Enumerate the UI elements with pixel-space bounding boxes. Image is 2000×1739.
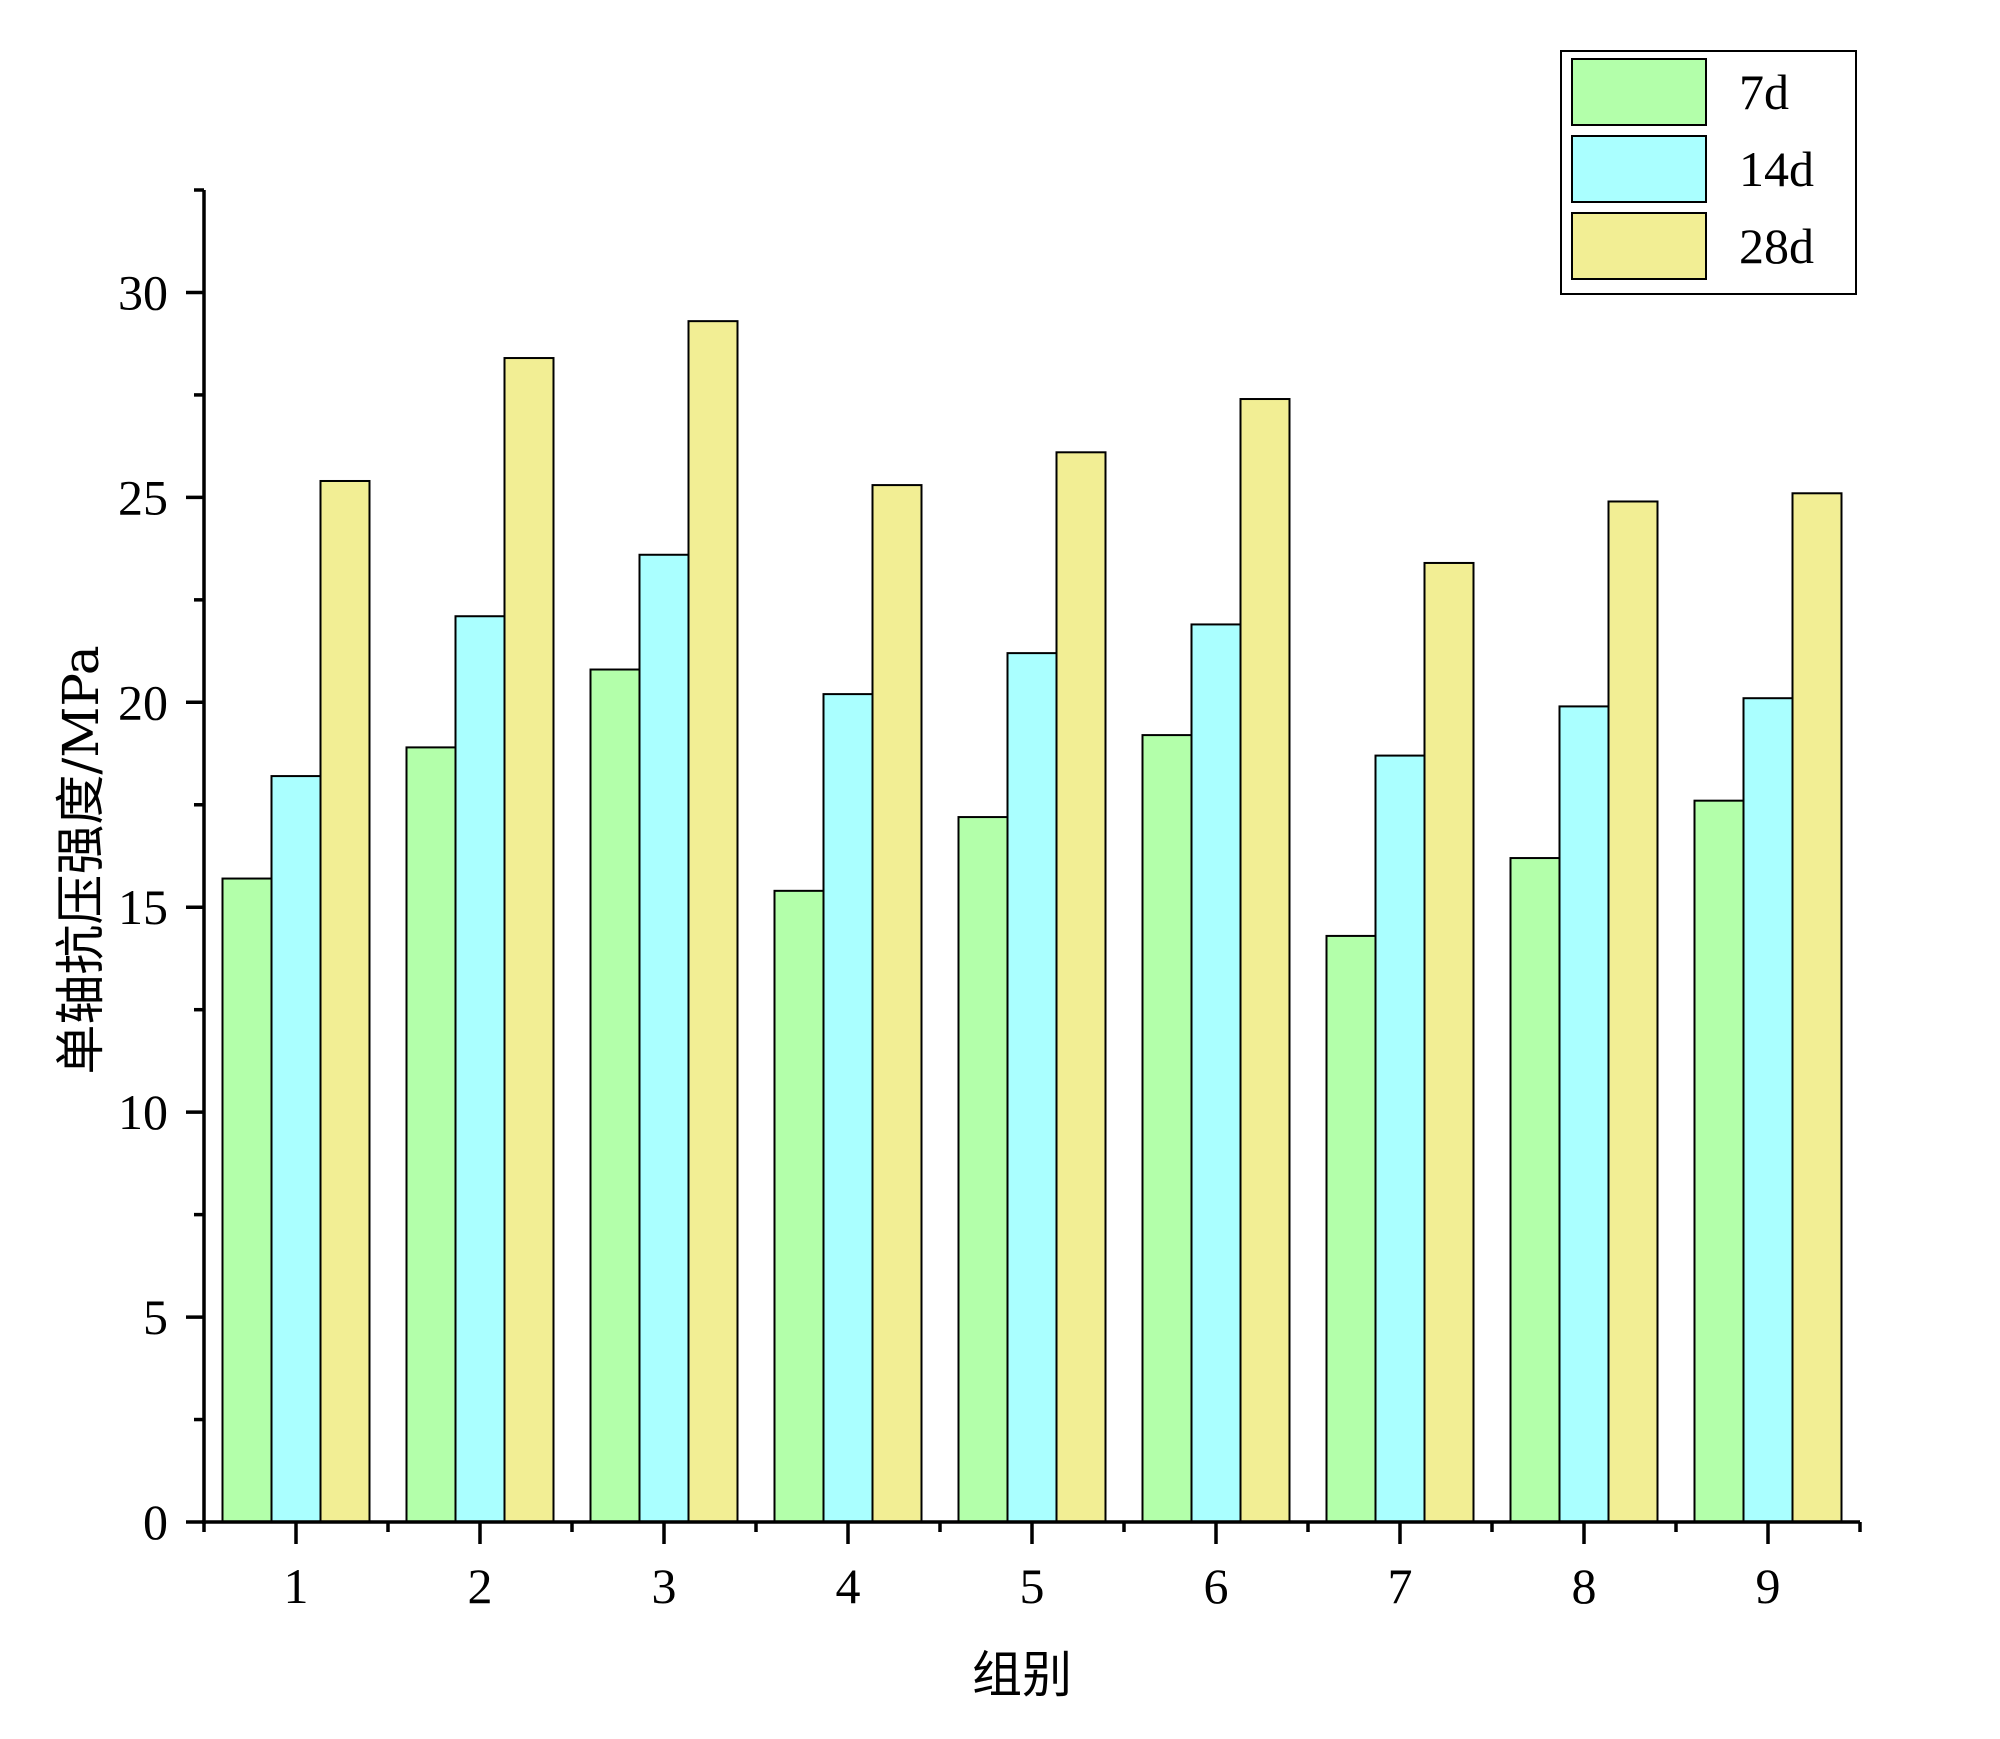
x-tick-label: 7	[1388, 1558, 1413, 1614]
x-tick-label: 4	[836, 1558, 861, 1614]
bar-7d-group-5	[957, 816, 1009, 1523]
y-tick-label: 15	[118, 879, 168, 935]
bar-7d-group-4	[773, 889, 825, 1523]
bar-14d-group-4	[822, 693, 874, 1523]
y-tick-label: 5	[143, 1289, 168, 1345]
legend-swatch-14d	[1571, 135, 1707, 203]
bar-14d-group-3	[638, 553, 690, 1523]
x-tick-label: 1	[284, 1558, 309, 1614]
bar-28d-group-8	[1607, 500, 1659, 1523]
bar-7d-group-8	[1509, 857, 1561, 1523]
legend: 7d 14d 28d	[1560, 50, 1857, 295]
x-tick-label: 8	[1572, 1558, 1597, 1614]
bars-layer	[221, 320, 1843, 1524]
bar-7d-group-6	[1141, 734, 1193, 1523]
bar-14d-group-8	[1558, 705, 1610, 1523]
bar-7d-group-1	[221, 877, 273, 1523]
y-tick-label: 30	[118, 264, 168, 320]
legend-swatch-7d	[1571, 58, 1707, 126]
y-axis-title: 单轴抗压强度/MPa	[52, 645, 110, 1074]
y-tick-label: 10	[118, 1084, 168, 1140]
bar-14d-group-2	[454, 615, 506, 1523]
bar-14d-group-9	[1742, 697, 1794, 1523]
x-tick-label: 3	[652, 1558, 677, 1614]
bar-7d-group-3	[589, 668, 641, 1523]
bar-14d-group-1	[270, 775, 322, 1523]
bar-28d-group-5	[1055, 451, 1107, 1524]
bar-28d-group-7	[1423, 561, 1475, 1523]
legend-label-7d: 7d	[1739, 64, 1789, 120]
bar-28d-group-4	[871, 484, 923, 1523]
y-tick-label: 20	[118, 674, 168, 730]
x-tick-label: 2	[468, 1558, 493, 1614]
bar-14d-group-7	[1374, 754, 1426, 1523]
x-tick-label: 9	[1756, 1558, 1781, 1614]
axes-layer: 0 5 10 15 20 25 30 1 2 3 4 5 6 7 8 9	[118, 188, 1862, 1614]
bar-7d-group-2	[405, 746, 457, 1523]
x-axis-title: 组别	[972, 1646, 1072, 1704]
bar-28d-group-6	[1239, 398, 1291, 1524]
bar-7d-group-9	[1693, 799, 1745, 1523]
legend-label-14d: 14d	[1739, 141, 1814, 197]
legend-swatch-28d	[1571, 212, 1707, 280]
bar-28d-group-9	[1791, 492, 1843, 1524]
bar-14d-group-5	[1006, 652, 1058, 1523]
bar-14d-group-6	[1190, 623, 1242, 1523]
y-tick-label: 0	[143, 1494, 168, 1550]
y-tick-label: 25	[118, 469, 168, 525]
bar-28d-group-3	[687, 320, 739, 1523]
bar-28d-group-2	[503, 357, 555, 1524]
legend-label-28d: 28d	[1739, 218, 1814, 274]
x-tick-label: 5	[1020, 1558, 1045, 1614]
bar-7d-group-7	[1325, 934, 1377, 1523]
x-tick-label: 6	[1204, 1558, 1229, 1614]
bar-28d-group-1	[319, 479, 371, 1524]
